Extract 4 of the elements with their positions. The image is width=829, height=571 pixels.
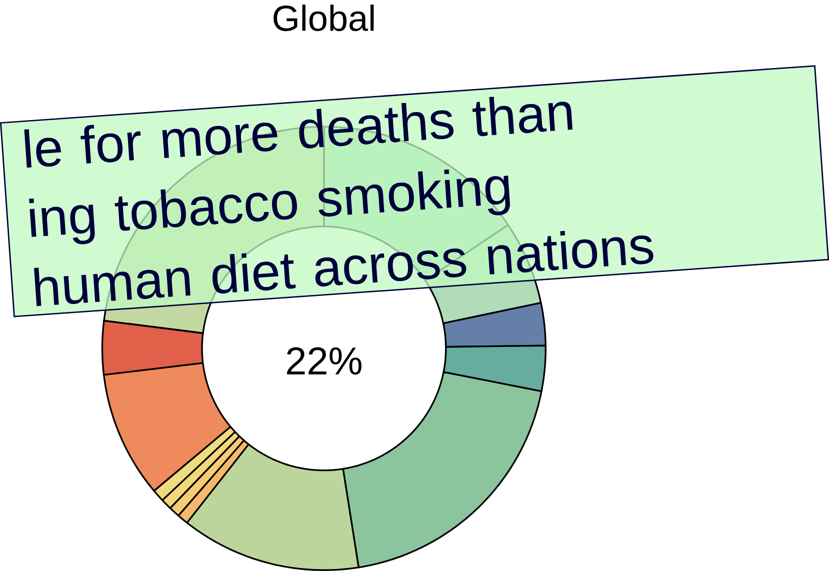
text: le for more deaths than [24,96,573,168]
text: ing tobacco smoking [29,169,510,244]
chart-title: Global [274,4,374,32]
text: 22% [287,347,362,375]
